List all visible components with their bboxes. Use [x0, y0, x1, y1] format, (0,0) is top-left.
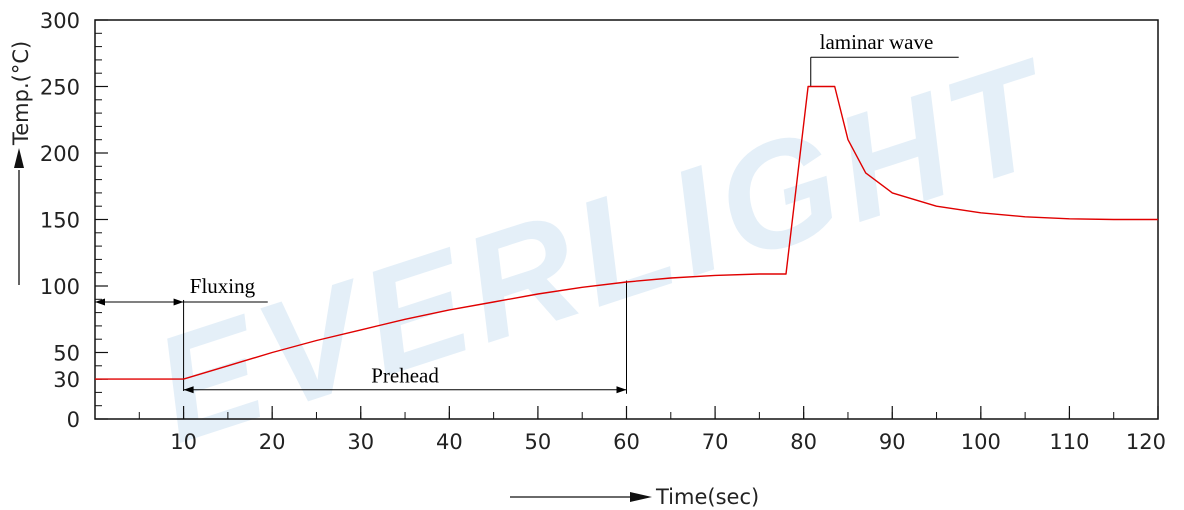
- fluxing-arrow-left-head: [95, 298, 105, 306]
- x-axis-ticks: [138, 406, 1159, 419]
- x-axis-tick-labels: 10 20 30 40 50 60 70 80 90 100 110 120: [170, 430, 1166, 454]
- x-tick-label: 100: [961, 430, 1001, 454]
- y-tick-label: 50: [53, 342, 80, 366]
- temperature-curve: [95, 85, 1158, 380]
- y-axis-title-group: Temp.(°C): [9, 41, 33, 285]
- watermark-text: EVERLIGHT: [136, 26, 1076, 474]
- prehead-arrow-left-head: [183, 386, 194, 394]
- x-tick-label: 110: [1049, 430, 1089, 454]
- y-tick-label: 200: [40, 142, 80, 166]
- x-axis-arrow-head: [630, 492, 652, 502]
- x-tick-label: 30: [347, 430, 374, 454]
- x-tick-label: 60: [613, 430, 640, 454]
- y-axis-title: Temp.(°C): [9, 41, 33, 146]
- y-tick-label: 0: [67, 408, 80, 432]
- x-axis-title-group: Time(sec): [510, 485, 759, 509]
- fluxing-label: Fluxing: [190, 274, 256, 298]
- x-axis-title: Time(sec): [655, 485, 759, 509]
- x-tick-label: 90: [879, 430, 906, 454]
- x-tick-label: 70: [702, 430, 729, 454]
- y-tick-label: 100: [40, 275, 80, 299]
- y-tick-label: 300: [40, 9, 80, 33]
- prehead-label: Prehead: [371, 364, 439, 388]
- y-tick-label: 30: [53, 368, 80, 392]
- x-tick-label: 120: [1126, 430, 1166, 454]
- prehead-arrow-right-head: [616, 386, 627, 394]
- x-tick-label: 10: [170, 430, 197, 454]
- phase-annotations: Fluxing Prehead laminar wave: [95, 30, 959, 394]
- y-axis-arrow-head: [14, 148, 24, 168]
- y-tick-label: 250: [40, 76, 80, 100]
- x-tick-label: 20: [259, 430, 286, 454]
- laminar-wave-label: laminar wave: [820, 30, 934, 54]
- y-tick-label: 150: [40, 209, 80, 233]
- x-tick-label: 50: [525, 430, 552, 454]
- y-axis-ticks: [95, 19, 108, 420]
- x-tick-label: 80: [790, 430, 817, 454]
- fluxing-arrow-right-head: [173, 298, 184, 306]
- x-tick-label: 40: [436, 430, 463, 454]
- temperature-series: [95, 85, 1158, 380]
